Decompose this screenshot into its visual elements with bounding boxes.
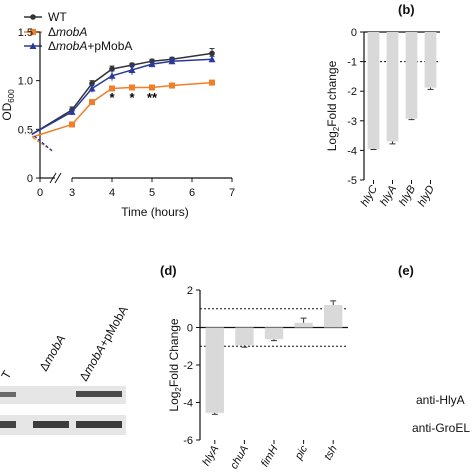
y-tick-label: 0 <box>351 27 357 39</box>
series-line <box>31 81 213 138</box>
blot-band-groel-wt <box>0 421 16 428</box>
blot-lane-label-0: T <box>0 368 15 382</box>
legend-marker-wt <box>30 14 36 20</box>
significance-marker: * <box>129 90 135 105</box>
data-point <box>88 84 96 92</box>
y-tick-label: -4 <box>183 398 193 410</box>
y-axis-title-d: Log2Fold Change <box>167 318 183 412</box>
panel-label-b: (b) <box>398 2 415 17</box>
plot-area-b <box>364 32 440 151</box>
antibody-label-groel: anti-GroEL <box>412 421 470 435</box>
x-tick-label: tsh <box>322 444 340 463</box>
blot-lane-label-2: ΔmobA+pMobA <box>76 303 130 383</box>
data-point <box>68 108 76 115</box>
bar <box>386 32 399 142</box>
blot-lane-label-1: ΔmobA <box>36 332 68 373</box>
x-tick-label: fimH <box>259 443 281 469</box>
bar <box>294 322 313 328</box>
y-tick-label-a: 0.5 <box>18 124 33 136</box>
y-tick-label-a: 1.0 <box>18 76 33 88</box>
x-tick-label-a: 4 <box>109 187 115 199</box>
bar <box>424 32 437 88</box>
axes-b: Log2Fold change <box>325 31 440 180</box>
y-tick-label: -2 <box>347 86 357 98</box>
y-tick-label: -5 <box>347 175 357 187</box>
y-tick-label: -6 <box>183 435 193 447</box>
y-tick-label: -4 <box>347 145 357 157</box>
panel-label-e: (e) <box>398 263 414 278</box>
bar <box>264 327 284 340</box>
data-point <box>208 55 216 63</box>
y-axis-title-b: Log2Fold change <box>325 60 341 151</box>
plot-area-a: * * ** <box>31 48 216 152</box>
data-point <box>69 121 75 128</box>
data-point <box>89 99 95 106</box>
data-point <box>148 60 156 68</box>
legend-label-moba: ΔmobA <box>48 25 87 39</box>
blot-band-groel-pmoba <box>76 421 122 428</box>
y-tick-label: -2 <box>183 360 193 372</box>
plot-area-d <box>200 300 348 415</box>
data-point <box>169 82 175 89</box>
y-tick-label-a: 0 <box>27 173 33 185</box>
significance-marker: * <box>109 90 115 105</box>
data-point <box>109 85 115 92</box>
x-tick-label: hlyB <box>397 184 418 209</box>
y-axis-title-a: OD600 <box>0 89 16 121</box>
data-point <box>128 66 136 73</box>
x-tick-label: chuA <box>228 444 251 472</box>
x-tick-label-a: 3 <box>69 187 75 199</box>
legend-label-pmoba: ΔmobA+pMobA <box>48 39 132 53</box>
data-point <box>109 66 115 72</box>
x-tick-label: hlyA <box>200 444 221 469</box>
data-point <box>108 72 116 79</box>
blot-band-hlya-wt <box>0 392 16 397</box>
data-point <box>129 84 135 91</box>
antibody-label-hlya: anti-HlyA <box>416 393 465 407</box>
legend-marker-moba <box>30 29 36 35</box>
x-tick-label: pic <box>292 443 310 462</box>
axes-d: Log2Fold Change <box>167 290 348 440</box>
series-break-link <box>31 133 53 152</box>
x-tick-label-a: 6 <box>189 187 195 199</box>
data-point <box>168 57 176 65</box>
y-tick-label: 2 <box>187 285 193 297</box>
blot-strip-hlya <box>0 386 126 404</box>
legend-label-wt: WT <box>48 10 67 24</box>
bar <box>235 327 254 346</box>
x-tick-label: hlyD <box>416 183 437 208</box>
bar <box>205 327 224 413</box>
blot-panel: T ΔmobA ΔmobA+pMobA <box>0 303 131 435</box>
bar <box>405 32 418 119</box>
significance-marker: ** <box>147 90 158 105</box>
axis-break-a <box>49 172 62 184</box>
y-tick-label: -1 <box>347 57 357 69</box>
axes-a: Time (hours) OD600 <box>0 32 232 219</box>
blot-band-groel-moba <box>33 421 69 428</box>
x-tick-label: hlyA <box>378 184 399 209</box>
series-line <box>31 52 213 135</box>
data-point <box>209 50 215 57</box>
panel-label-d: (d) <box>160 263 177 278</box>
bar <box>367 32 380 149</box>
x-tick-label-a: 7 <box>229 187 235 199</box>
x-tick-label-a: 0 <box>37 187 43 199</box>
blot-band-hlya-pmoba <box>76 391 122 397</box>
y-tick-label: 0 <box>187 323 193 335</box>
series-break-link <box>31 136 53 152</box>
legend-marker-pmoba <box>29 42 37 49</box>
y-tick-label-a: 1.5 <box>18 27 33 39</box>
ticks-a: 0 3 4 5 6 7 0 0.5 1.0 1.5 <box>18 27 235 199</box>
bar <box>324 305 343 328</box>
data-point <box>209 79 215 86</box>
series-line <box>31 58 213 135</box>
x-tick-label: hlyC <box>359 183 380 208</box>
x-tick-label-a: 5 <box>149 187 155 199</box>
x-axis-title-a: Time (hours) <box>121 205 189 219</box>
y-tick-label: -3 <box>347 116 357 128</box>
data-point <box>149 84 155 91</box>
